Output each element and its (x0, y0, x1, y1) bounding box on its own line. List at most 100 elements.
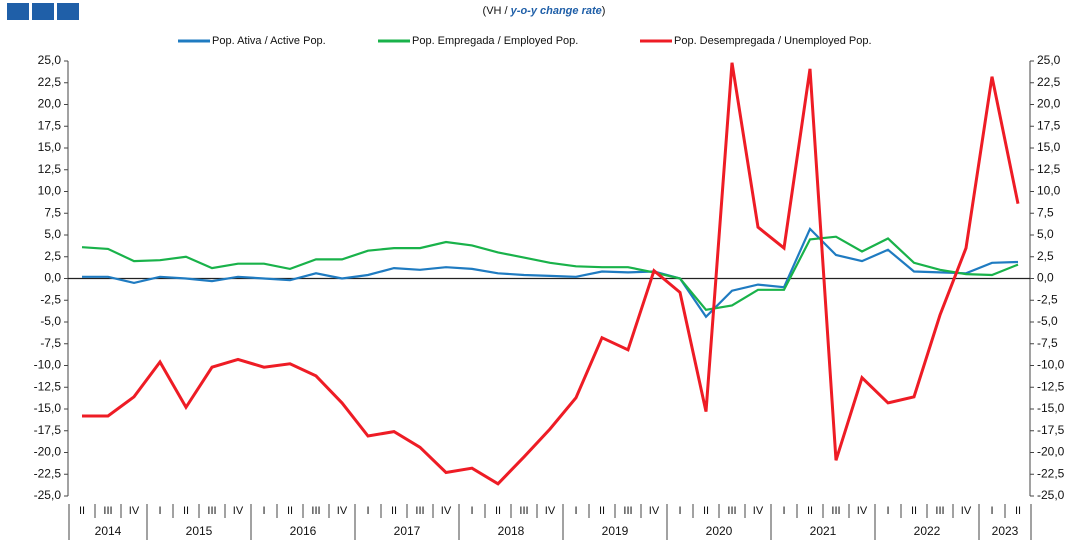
x-tick-label: I (366, 505, 369, 517)
y-tick-label: 2,5 (44, 249, 61, 263)
x-tick-label: III (415, 505, 424, 517)
y2-tick-label: 17,5 (1037, 118, 1061, 132)
x-tick-label: II (495, 505, 501, 517)
y-tick-label: 15,0 (38, 140, 62, 154)
x-tick-label: II (911, 505, 917, 517)
x-tick-label: IV (129, 505, 140, 517)
y2-tick-label: 20,0 (1037, 97, 1061, 111)
y-tick-label: -20,0 (34, 445, 62, 459)
y2-tick-label: -20,0 (1037, 445, 1065, 459)
x-tick-label: I (262, 505, 265, 517)
year-label: 2017 (394, 524, 421, 538)
x-tick-label: I (574, 505, 577, 517)
y2-tick-label: 10,0 (1037, 184, 1061, 198)
x-tick-label: III (207, 505, 216, 517)
x-tick-label: II (807, 505, 813, 517)
y-tick-label: -2,5 (40, 292, 61, 306)
year-label: 2023 (992, 524, 1019, 538)
year-label: 2019 (602, 524, 629, 538)
subtitle-close: ) (602, 5, 606, 17)
y2-tick-label: -2,5 (1037, 292, 1058, 306)
y-tick-label: -22,5 (34, 466, 62, 480)
y-tick-label: -17,5 (34, 423, 62, 437)
year-label: 2018 (498, 524, 525, 538)
x-tick-label: III (623, 505, 632, 517)
x-tick-label: III (311, 505, 320, 517)
y-tick-label: -15,0 (34, 401, 62, 415)
x-tick-label: I (990, 505, 993, 517)
logo (7, 3, 79, 20)
year-label: 2016 (290, 524, 317, 538)
y2-tick-label: -15,0 (1037, 401, 1065, 415)
x-tick-label: II (703, 505, 709, 517)
y2-tick-label: 7,5 (1037, 205, 1054, 219)
subtitle-open: (VH / (483, 5, 511, 17)
y2-tick-label: 22,5 (1037, 75, 1061, 89)
x-tick-label: IV (649, 505, 660, 517)
legend-label: Pop. Desempregada / Unemployed Pop. (674, 35, 872, 47)
y2-tick-label: 12,5 (1037, 162, 1061, 176)
x-tick-label: IV (337, 505, 348, 517)
y2-tick-label: -12,5 (1037, 379, 1065, 393)
x-tick-label: IV (233, 505, 244, 517)
x-tick-label: I (886, 505, 889, 517)
x-tick-label: III (831, 505, 840, 517)
legend-label: Pop. Empregada / Employed Pop. (412, 35, 578, 47)
y-tick-label: 25,0 (38, 53, 62, 67)
y-tick-label: -10,0 (34, 358, 62, 372)
x-tick-label: II (287, 505, 293, 517)
x-tick-label: II (599, 505, 605, 517)
y2-tick-label: -25,0 (1037, 488, 1065, 502)
x-tick-label: III (727, 505, 736, 517)
x-tick-label: II (1015, 505, 1021, 517)
series-line (82, 226, 1019, 319)
y-tick-label: -12,5 (34, 379, 62, 393)
x-tick-label: IV (441, 505, 452, 517)
x-tick-label: I (158, 505, 161, 517)
x-tick-label: III (519, 505, 528, 517)
x-tick-label: III (935, 505, 944, 517)
year-label: 2020 (706, 524, 733, 538)
y2-tick-label: -10,0 (1037, 358, 1065, 372)
y-tick-label: 5,0 (44, 227, 61, 241)
y2-tick-label: 15,0 (1037, 140, 1061, 154)
x-tick-label: II (183, 505, 189, 517)
year-label: 2021 (810, 524, 837, 538)
x-tick-label: II (79, 505, 85, 517)
y-tick-label: 22,5 (38, 75, 62, 89)
x-tick-label: II (391, 505, 397, 517)
y2-tick-label: -17,5 (1037, 423, 1065, 437)
y-tick-label: 0,0 (44, 271, 61, 285)
subtitle: (VH / y-o-y change rate) (483, 5, 606, 17)
series-line (81, 235, 1019, 311)
x-tick-label: IV (857, 505, 868, 517)
y-tick-label: -5,0 (40, 314, 61, 328)
x-tick-label: I (470, 505, 473, 517)
year-label: 2014 (95, 524, 122, 538)
legend-label: Pop. Ativa / Active Pop. (212, 35, 326, 47)
y-tick-label: 7,5 (44, 205, 61, 219)
x-tick-label: I (782, 505, 785, 517)
y-tick-label: 20,0 (38, 97, 62, 111)
y-tick-label: -7,5 (40, 336, 61, 350)
x-tick-label: IV (545, 505, 556, 517)
y2-tick-label: 2,5 (1037, 249, 1054, 263)
series-line (82, 62, 1020, 486)
x-tick-label: IV (753, 505, 764, 517)
x-tick-label: IV (961, 505, 972, 517)
y-tick-label: -25,0 (34, 488, 62, 502)
x-tick-label: III (103, 505, 112, 517)
y2-tick-label: -5,0 (1037, 314, 1058, 328)
y-tick-label: 10,0 (38, 184, 62, 198)
year-label: 2022 (914, 524, 941, 538)
y-tick-label: 17,5 (38, 118, 62, 132)
y2-tick-label: 0,0 (1037, 271, 1054, 285)
y2-tick-label: -22,5 (1037, 466, 1065, 480)
x-tick-label: I (678, 505, 681, 517)
y2-tick-label: 5,0 (1037, 227, 1054, 241)
year-label: 2015 (186, 524, 213, 538)
y-tick-label: 12,5 (38, 162, 62, 176)
y2-tick-label: -7,5 (1037, 336, 1058, 350)
y2-tick-label: 25,0 (1037, 53, 1061, 67)
